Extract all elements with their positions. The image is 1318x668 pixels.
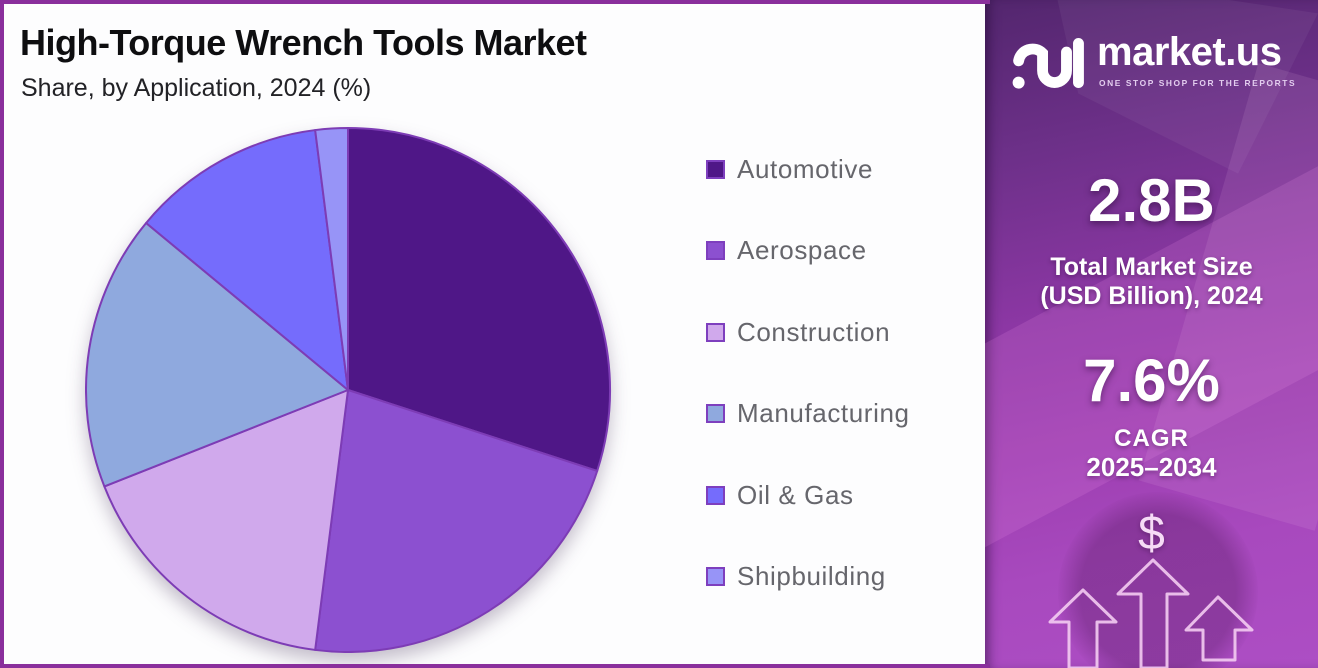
legend-label: Automotive [737, 153, 874, 184]
pie-chart [82, 124, 614, 656]
pie-slice-oil-gas [145, 129, 349, 391]
brand-name: market.us [1097, 30, 1282, 74]
dollar-symbol: $ [1138, 507, 1165, 560]
brand-tagline: ONE STOP SHOP FOR THE REPORTS [1099, 78, 1297, 88]
legend-swatch-manufacturing [706, 404, 725, 423]
legend-label: Shipbuilding [737, 561, 886, 591]
pie-slice-shipbuilding [314, 127, 349, 391]
legend-label: Aerospace [737, 235, 867, 265]
pie-slice-automotive [347, 127, 611, 472]
chart-legend: Automotive Aerospace Construction Manufa… [706, 153, 910, 645]
market-size-label-line2: (USD Billion), 2024 [1040, 282, 1263, 310]
panel-decor-circle [1058, 492, 1258, 668]
legend-swatch-construction [706, 322, 725, 342]
cagr-value: 7.6% [1083, 347, 1220, 414]
legend-swatch-oil-gas [706, 485, 725, 505]
pie-slice-manufacturing [85, 221, 349, 488]
legend-label: Oil & Gas [737, 479, 854, 510]
cagr-period: 2025–2034 [1086, 452, 1217, 482]
brand-stats-panel: market.us ONE STOP SHOP FOR THE REPORTS … [985, 0, 1318, 668]
legend-item-aerospace: Aerospace [706, 235, 910, 265]
cagr-label: CAGR [1114, 425, 1189, 452]
legend-item-oil-gas: Oil & Gas [706, 479, 910, 510]
growth-arrows-icon [1048, 558, 1254, 668]
legend-swatch-aerospace [706, 241, 725, 260]
marketus-logo-icon [1012, 37, 1084, 89]
legend-swatch-shipbuilding [706, 567, 725, 586]
pie-slice-construction [103, 389, 349, 651]
legend-item-manufacturing: Manufacturing [706, 398, 910, 428]
legend-item-automotive: Automotive [706, 153, 910, 184]
market-size-value: 2.8B [1088, 167, 1215, 234]
page-title: High-Torque Wrench Tools Market [20, 22, 587, 63]
legend-swatch-automotive [706, 159, 725, 179]
pie-slice-aerospace [314, 389, 599, 653]
legend-label: Construction [737, 316, 891, 347]
market-size-label-line1: Total Market Size [1050, 253, 1253, 281]
page-subtitle: Share, by Application, 2024 (%) [21, 74, 372, 102]
legend-item-construction: Construction [706, 316, 910, 347]
pie-chart-svg [85, 127, 611, 653]
legend-label: Manufacturing [737, 398, 910, 428]
legend-item-shipbuilding: Shipbuilding [706, 561, 910, 591]
